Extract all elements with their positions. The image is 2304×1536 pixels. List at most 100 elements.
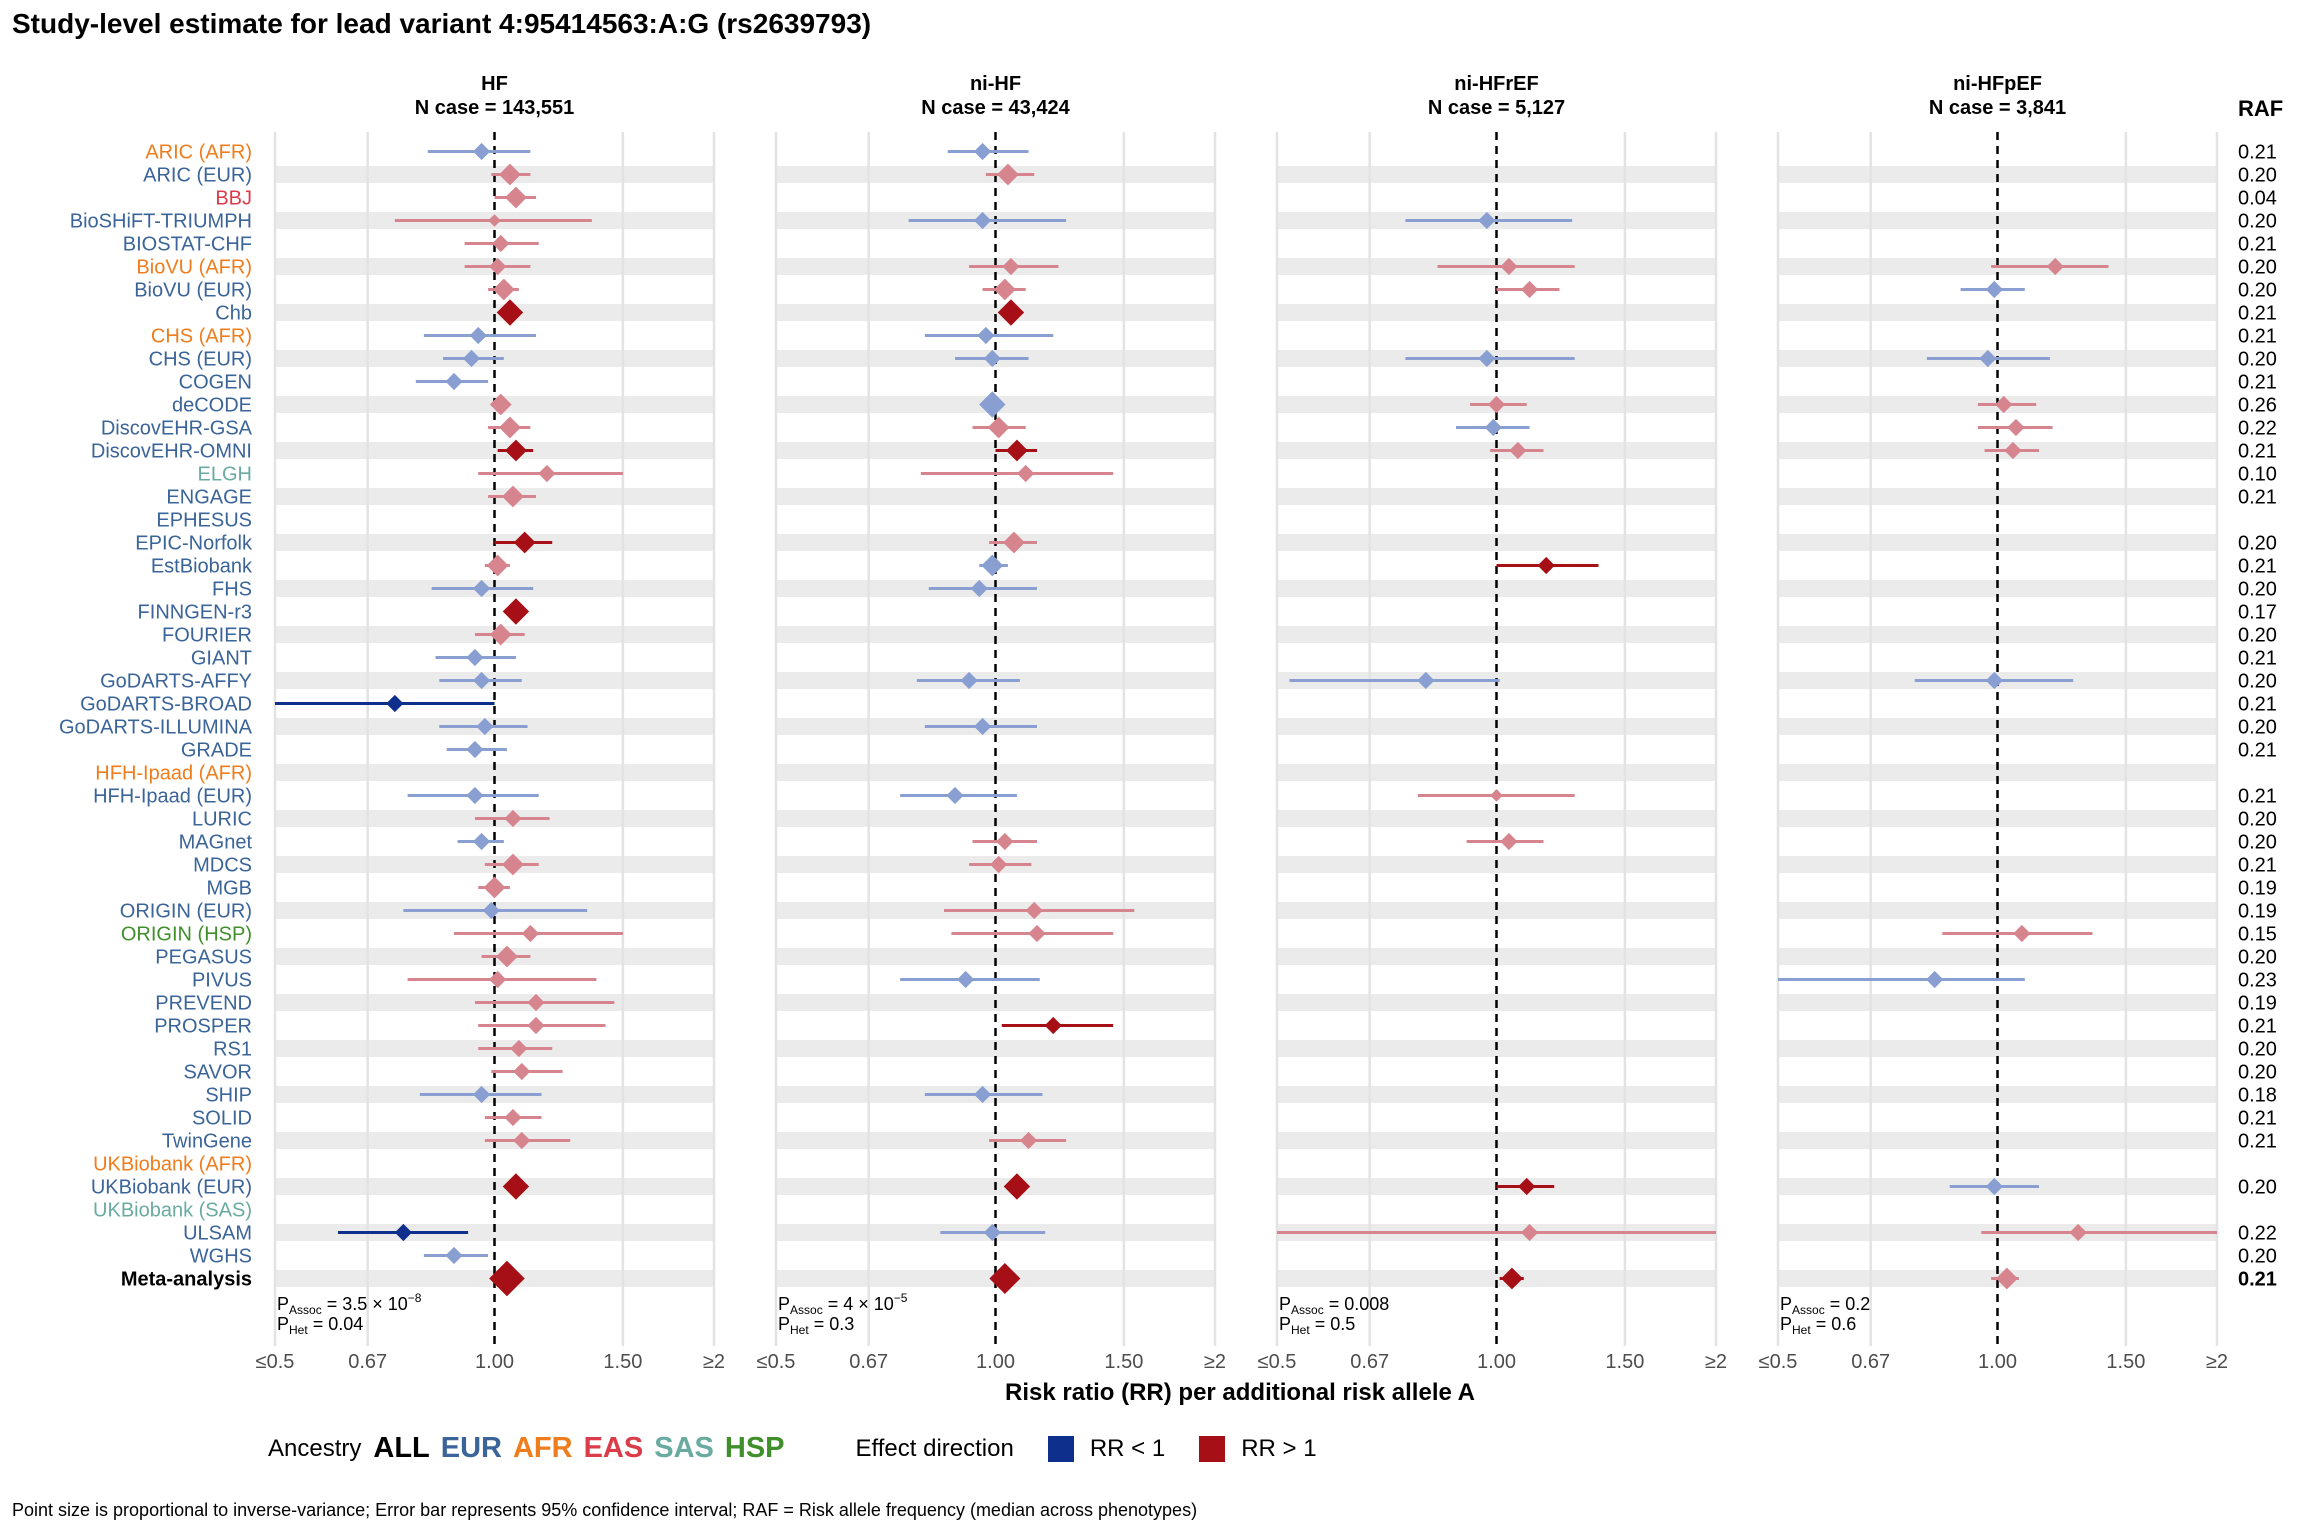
point-estimate (445, 372, 463, 391)
point-estimate (472, 671, 491, 690)
point-estimate (1478, 211, 1496, 230)
point-estimate (1985, 671, 2003, 690)
point-estimate (538, 464, 556, 483)
study-label: UKBiobank (SAS) (93, 1200, 252, 1222)
point-estimate (1995, 1267, 2018, 1290)
study-label: GRADE (181, 740, 252, 762)
study-label: ORIGIN (EUR) (120, 901, 252, 923)
study-label: SAVOR (183, 1062, 252, 1084)
row-band (1277, 580, 1716, 597)
row-band (1277, 764, 1716, 781)
study-label: ELGH (198, 464, 252, 486)
row-band (275, 1224, 714, 1241)
raf-value: 0.20 (2238, 349, 2277, 371)
chart-title: Study-level estimate for lead variant 4:… (12, 8, 872, 39)
raf-header: RAF (2238, 96, 2283, 121)
x-tick-label: ≥2 (1705, 1351, 1727, 1373)
study-label: UKBiobank (EUR) (91, 1177, 252, 1199)
raf-value: 0.21 (2238, 1269, 2277, 1291)
row-band (275, 304, 714, 321)
p-het: PHet = 0.3 (778, 1314, 854, 1337)
point-estimate (527, 993, 545, 1012)
study-label: MDCS (193, 855, 252, 877)
point-estimate (472, 579, 491, 598)
study-label: BioVU (AFR) (136, 257, 252, 279)
study-label: DiscovEHR-GSA (101, 418, 253, 440)
row-band (1277, 626, 1716, 643)
study-label: DiscovEHR-OMNI (91, 441, 252, 463)
point-estimate (1979, 349, 1997, 368)
row-band (1778, 580, 2217, 597)
ancestry-legend-eur: EUR (440, 1432, 502, 1464)
row-band (1277, 304, 1716, 321)
row-band (776, 948, 1215, 965)
raf-value: 0.23 (2238, 970, 2277, 992)
x-tick-label: ≤0.5 (757, 1351, 796, 1373)
point-estimate (482, 901, 500, 920)
x-tick-label: 0.67 (849, 1351, 888, 1373)
x-tick-label: ≤0.5 (256, 1351, 295, 1373)
point-estimate (499, 163, 521, 186)
study-label: RS1 (213, 1039, 252, 1061)
point-estimate (987, 416, 1010, 439)
point-estimate (1006, 439, 1028, 462)
raf-value: 0.04 (2238, 188, 2277, 210)
point-estimate (505, 439, 527, 462)
study-label: HFH-Ipaad (EUR) (93, 786, 252, 808)
ancestry-legend-title: Ancestry (268, 1434, 362, 1462)
study-label: GIANT (191, 648, 252, 670)
point-estimate (499, 416, 521, 439)
study-label: PREVEND (155, 993, 252, 1015)
point-estimate (1985, 280, 2003, 299)
study-label: GoDARTS-BROAD (80, 694, 252, 716)
raf-value: 0.20 (2238, 1246, 2277, 1268)
p-assoc: PAssoc = 0.008 (1279, 1294, 1389, 1317)
raf-value: 0.20 (2238, 257, 2277, 279)
row-band (1778, 304, 2217, 321)
point-estimate (489, 1260, 525, 1297)
study-label: CHS (EUR) (149, 349, 252, 371)
ancestry-legend-eas: EAS (583, 1432, 644, 1464)
point-estimate (1019, 1131, 1038, 1150)
point-estimate (1025, 901, 1043, 920)
panel-title: ni-HFpEF (1953, 73, 2042, 95)
point-estimate (1044, 1016, 1062, 1035)
study-label: CHS (AFR) (151, 326, 252, 348)
point-estimate (513, 1062, 531, 1081)
raf-value: 0.15 (2238, 924, 2277, 946)
point-estimate (486, 554, 509, 577)
point-estimate (502, 1173, 530, 1200)
x-tick-label: 0.67 (1851, 1351, 1890, 1373)
rr-above-one-label: RR > 1 (1241, 1434, 1317, 1462)
raf-value: 0.21 (2238, 142, 2277, 164)
x-tick-label: 1.50 (2106, 1351, 2145, 1373)
study-label: Meta-analysis (121, 1269, 252, 1291)
point-estimate (489, 257, 507, 276)
point-estimate (504, 809, 522, 828)
point-estimate (2007, 418, 2025, 437)
study-label: BioVU (EUR) (134, 280, 252, 302)
point-estimate (997, 299, 1025, 326)
study-label: EPHESUS (156, 510, 252, 532)
point-estimate (970, 579, 988, 598)
raf-value: 0.21 (2238, 441, 2277, 463)
point-estimate (973, 142, 992, 161)
point-estimate (989, 1263, 1021, 1294)
point-estimate (513, 1131, 531, 1150)
point-estimate (960, 671, 978, 690)
row-band (1778, 764, 2217, 781)
ancestry-legend-hsp: HSP (724, 1432, 785, 1464)
raf-value: 0.20 (2238, 832, 2277, 854)
raf-value: 0.19 (2238, 993, 2277, 1015)
study-label: SHIP (205, 1085, 252, 1107)
raf-value: 0.21 (2238, 740, 2277, 762)
point-estimate (1995, 395, 2013, 414)
point-estimate (2069, 1223, 2087, 1242)
ancestry-legend-all: ALL (373, 1432, 430, 1464)
p-assoc: PAssoc = 4 × 10−5 (778, 1291, 908, 1317)
point-estimate (466, 740, 484, 759)
raf-value: 0.20 (2238, 1062, 2277, 1084)
